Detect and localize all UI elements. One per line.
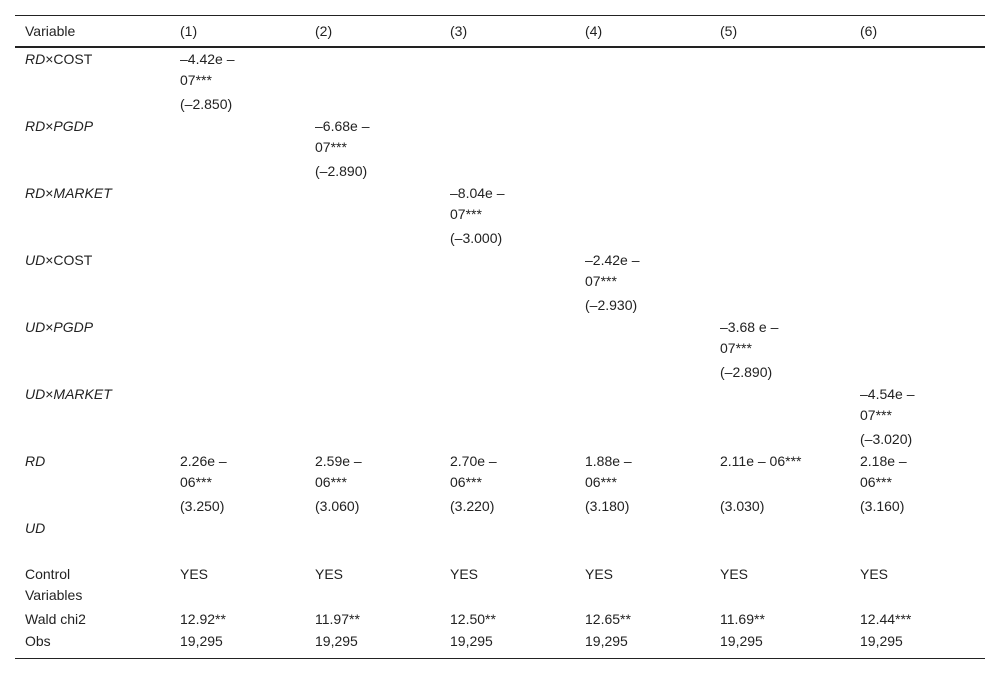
- obs-5: 19,295: [720, 633, 763, 649]
- wald-1: 12.92**: [180, 611, 226, 627]
- bottom-rule: [15, 658, 985, 659]
- wald-5: 11.69**: [720, 611, 765, 627]
- interaction-coef-6: –4.54e –07***: [860, 386, 915, 423]
- header-col-3: (3): [450, 23, 468, 39]
- header-col-2: (2): [315, 23, 333, 39]
- control-2: YES: [315, 566, 344, 582]
- row-label-rd-market: RD×MARKET: [25, 185, 112, 201]
- header-col-1: (1): [180, 23, 198, 39]
- control-5: YES: [720, 566, 749, 582]
- row-label-wald: Wald chi2: [25, 611, 86, 627]
- obs-3: 19,295: [450, 633, 493, 649]
- rd-t-2: (3.060): [315, 498, 360, 514]
- rd-t-4: (3.180): [585, 498, 630, 514]
- interaction-t-3: (–3.000): [450, 230, 503, 246]
- control-6: YES: [860, 566, 889, 582]
- wald-6: 12.44***: [860, 611, 912, 627]
- header-rule: [15, 46, 985, 48]
- row-label-rd: RD: [25, 453, 46, 469]
- interaction-t-2: (–2.890): [315, 163, 368, 179]
- row-label-rd-cost: RD×COST: [25, 51, 93, 67]
- rd-t-1: (3.250): [180, 498, 225, 514]
- control-3: YES: [450, 566, 479, 582]
- top-rule: [15, 15, 985, 16]
- interaction-coef-5: –3.68 e –07***: [720, 319, 779, 356]
- row-label-rd-pgdp: RD×PGDP: [25, 118, 94, 134]
- row-label-ud-cost: UD×COST: [25, 252, 93, 268]
- interaction-coef-2: –6.68e –07***: [315, 118, 370, 155]
- row-label-control: Control Variables: [25, 566, 83, 603]
- wald-4: 12.65**: [585, 611, 631, 627]
- header-col-4: (4): [585, 23, 603, 39]
- rd-coef-5: 2.11e – 06***: [720, 453, 802, 469]
- control-1: YES: [180, 566, 209, 582]
- rd-coef-4: 1.88e –06***: [585, 453, 632, 490]
- interaction-t-6: (–3.020): [860, 431, 913, 447]
- row-label-ud: UD: [25, 520, 46, 536]
- wald-3: 12.50**: [450, 611, 496, 627]
- rd-t-3: (3.220): [450, 498, 495, 514]
- interaction-t-5: (–2.890): [720, 364, 773, 380]
- interaction-coef-3: –8.04e –07***: [450, 185, 505, 222]
- rd-coef-2: 2.59e –06***: [315, 453, 362, 490]
- row-label-obs: Obs: [25, 633, 51, 649]
- rd-t-5: (3.030): [720, 498, 765, 514]
- control-4: YES: [585, 566, 614, 582]
- header-col-5: (5): [720, 23, 738, 39]
- wald-2: 11.97**: [315, 611, 360, 627]
- obs-2: 19,295: [315, 633, 358, 649]
- row-label-ud-market: UD×MARKET: [25, 386, 112, 402]
- obs-6: 19,295: [860, 633, 903, 649]
- rd-t-6: (3.160): [860, 498, 905, 514]
- header-col-6: (6): [860, 23, 878, 39]
- rd-coef-3: 2.70e –06***: [450, 453, 497, 490]
- obs-4: 19,295: [585, 633, 628, 649]
- rd-coef-1: 2.26e –06***: [180, 453, 227, 490]
- header-variable: Variable: [25, 23, 76, 39]
- interaction-t-1: (–2.850): [180, 96, 233, 112]
- obs-1: 19,295: [180, 633, 223, 649]
- row-label-ud-pgdp: UD×PGDP: [25, 319, 94, 335]
- interaction-coef-1: –4.42e –07***: [180, 51, 235, 88]
- rd-coef-6: 2.18e –06***: [860, 453, 907, 490]
- interaction-coef-4: –2.42e –07***: [585, 252, 640, 289]
- interaction-t-4: (–2.930): [585, 297, 638, 313]
